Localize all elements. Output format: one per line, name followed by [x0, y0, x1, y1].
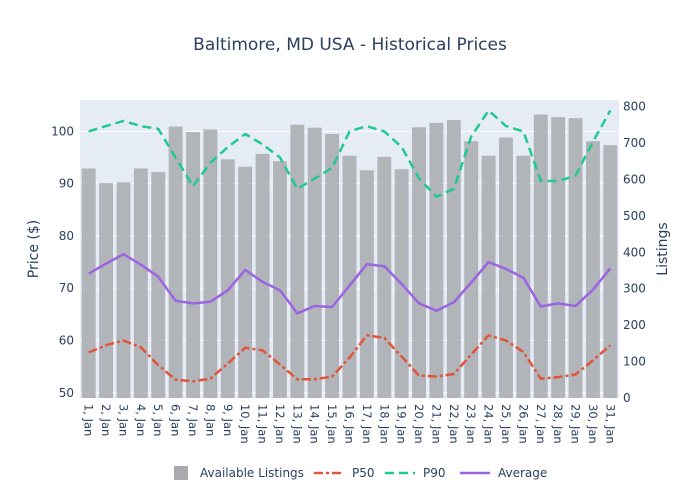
listings-bar[interactable]: [151, 172, 166, 398]
legend-item[interactable]: P90: [385, 466, 446, 480]
x-tick-label: 12, Jan: [273, 404, 287, 444]
legend-label: P90: [423, 466, 446, 480]
right-axis-label: Listings: [655, 222, 671, 275]
listings-bar[interactable]: [168, 126, 183, 399]
listings-bar[interactable]: [220, 159, 235, 398]
x-tick-label: 3, Jan: [117, 404, 131, 436]
listings-bar[interactable]: [133, 168, 148, 398]
right-tick-label: 700: [623, 136, 646, 150]
chart-title: Baltimore, MD USA - Historical Prices: [193, 35, 507, 55]
right-tick-label: 300: [623, 282, 646, 296]
x-tick-label: 22, Jan: [447, 404, 461, 444]
listings-bar[interactable]: [585, 141, 600, 398]
x-tick-label: 31, Jan: [603, 404, 617, 444]
listings-bar[interactable]: [568, 118, 583, 399]
x-tick-label: 24, Jan: [482, 404, 496, 444]
left-tick-label: 50: [59, 386, 74, 400]
right-tick-label: 800: [623, 100, 646, 114]
series-line-average[interactable]: [88, 252, 612, 315]
x-tick-label: 9, Jan: [221, 404, 235, 436]
listings-bar[interactable]: [446, 120, 461, 398]
x-tick-label: 7, Jan: [186, 404, 200, 436]
listings-bar[interactable]: [307, 127, 322, 398]
x-tick-label: 13, Jan: [290, 404, 304, 444]
listings-bar[interactable]: [272, 161, 287, 398]
listings-bar[interactable]: [81, 168, 96, 398]
legend-item[interactable]: Available Listings: [174, 466, 304, 480]
left-tick-label: 70: [59, 281, 74, 295]
x-tick-label: 18, Jan: [377, 404, 391, 444]
series-line-p50[interactable]: [88, 334, 612, 383]
x-tick-label: 5, Jan: [151, 404, 165, 436]
right-tick-label: 600: [623, 172, 646, 186]
x-tick-label: 15, Jan: [325, 404, 339, 444]
listings-bar[interactable]: [342, 155, 357, 398]
x-tick-label: 2, Jan: [99, 404, 113, 436]
price-lines[interactable]: [88, 109, 612, 383]
right-tick-label: 100: [623, 355, 646, 369]
x-tick-label: 6, Jan: [169, 404, 183, 436]
right-tick-label: 400: [623, 245, 646, 259]
listings-bars[interactable]: [81, 114, 618, 399]
listings-bar[interactable]: [481, 155, 496, 398]
listings-bar[interactable]: [186, 132, 200, 398]
x-tick-label: 14, Jan: [308, 404, 322, 444]
x-tick-label: 19, Jan: [395, 404, 409, 444]
legend[interactable]: Available Listings P50 P90 Average: [174, 466, 547, 480]
x-tick-label: 29, Jan: [569, 404, 583, 444]
legend-label: Average: [498, 466, 547, 480]
listings-bar[interactable]: [377, 156, 392, 398]
series-line-p90[interactable]: [88, 109, 612, 198]
listings-bar[interactable]: [412, 127, 427, 398]
x-tick-label: 23, Jan: [464, 404, 478, 444]
x-axis-ticks: 1, Jan 2, Jan 3, Jan 4, Jan 5, Jan 6, Jan 7, J…: [82, 404, 618, 444]
left-tick-label: 80: [59, 229, 74, 243]
legend-label: P50: [352, 466, 375, 480]
listings-bar[interactable]: [116, 182, 131, 398]
listings-bar[interactable]: [464, 141, 479, 398]
x-tick-label: 4, Jan: [134, 404, 148, 436]
x-tick-label: 10, Jan: [238, 404, 252, 444]
listings-bar[interactable]: [533, 114, 548, 398]
listings-bar[interactable]: [551, 117, 566, 398]
right-tick-label: 200: [623, 318, 646, 332]
listings-bar[interactable]: [290, 124, 305, 398]
listings-bar[interactable]: [603, 145, 618, 398]
x-tick-label: 16, Jan: [343, 404, 357, 444]
listings-bar[interactable]: [238, 166, 253, 398]
listings-bar[interactable]: [325, 133, 340, 398]
x-tick-label: 11, Jan: [256, 404, 270, 444]
x-tick-label: 21, Jan: [429, 404, 443, 444]
x-tick-label: 26, Jan: [516, 404, 530, 444]
legend-label: Available Listings: [200, 466, 304, 480]
legend-item[interactable]: Average: [460, 466, 547, 480]
left-tick-label: 90: [59, 177, 74, 191]
listings-bar[interactable]: [203, 129, 218, 399]
left-axis-label: Price ($): [26, 220, 42, 278]
left-tick-label: 60: [59, 333, 74, 347]
x-tick-label: 1, Jan: [82, 404, 96, 436]
legend-swatch: [174, 466, 188, 480]
x-tick-label: 27, Jan: [534, 404, 548, 444]
x-tick-label: 25, Jan: [499, 404, 513, 444]
listings-bar[interactable]: [359, 170, 374, 398]
x-tick-label: 20, Jan: [412, 404, 426, 444]
listings-bar[interactable]: [255, 153, 270, 398]
x-tick-label: 28, Jan: [551, 404, 565, 444]
x-tick-label: 30, Jan: [586, 404, 600, 444]
left-axis-ticks: 50 60 70 80 90 100: [51, 124, 74, 399]
legend-item[interactable]: P50: [314, 466, 375, 480]
right-tick-label: 0: [623, 391, 631, 405]
listings-bar[interactable]: [429, 122, 444, 398]
listings-bar[interactable]: [99, 183, 114, 398]
x-tick-label: 17, Jan: [360, 404, 374, 444]
right-tick-label: 500: [623, 209, 646, 223]
right-axis-ticks: 0 100 200 300 400 500 600 700 800: [623, 100, 646, 405]
left-tick-label: 100: [51, 124, 74, 138]
x-tick-label: 8, Jan: [203, 404, 217, 436]
